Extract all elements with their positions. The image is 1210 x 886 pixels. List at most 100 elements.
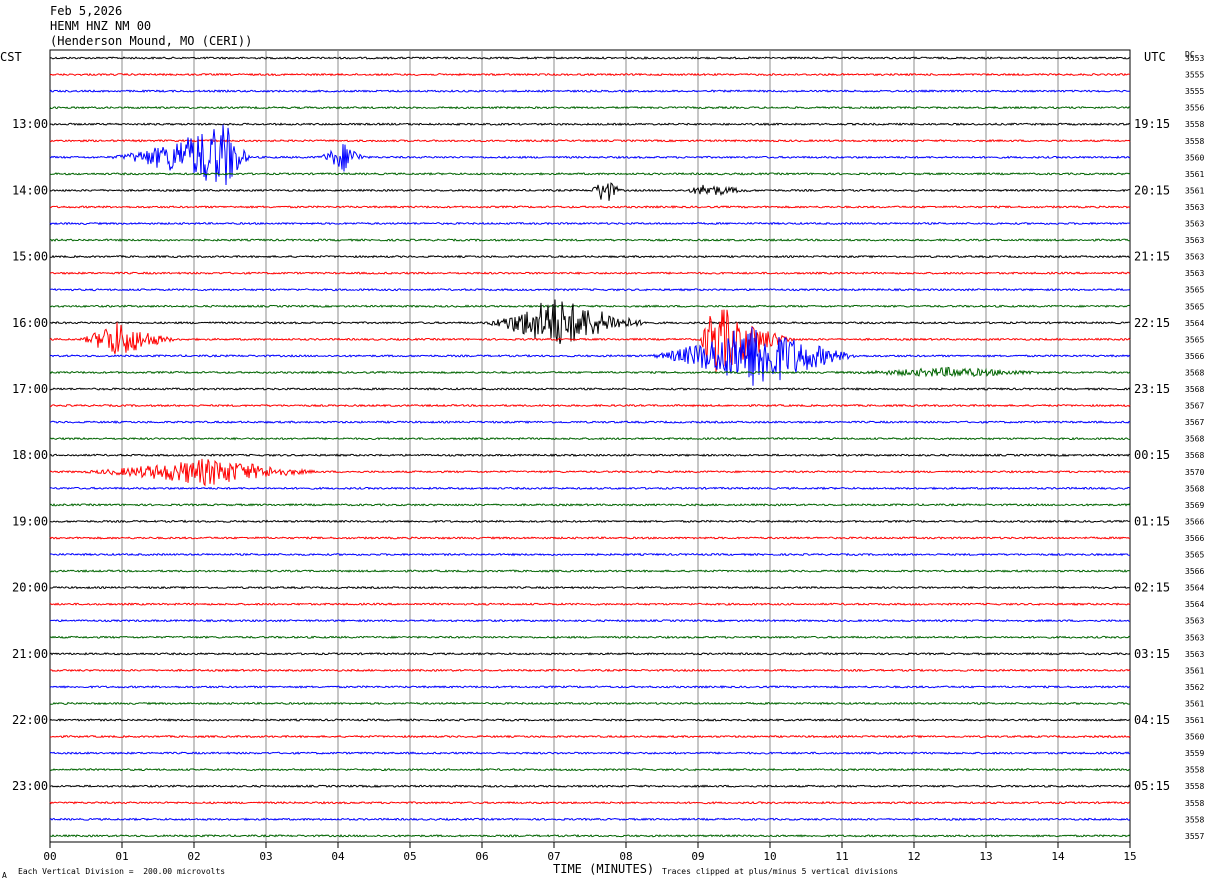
right-hour-label: 20:15: [1134, 183, 1170, 197]
dc-value: 3561: [1185, 186, 1204, 195]
trace-row: [49, 585, 1131, 590]
right-hour-label: 00:15: [1134, 448, 1170, 462]
left-hour-label: 15:00: [12, 250, 48, 264]
right-timezone-label: UTC: [1144, 50, 1166, 64]
left-hour-label: 18:00: [12, 448, 48, 462]
dc-value: 3563: [1185, 650, 1204, 659]
x-tick-label: 04: [331, 850, 345, 863]
dc-value: 3561: [1185, 170, 1204, 179]
trace-row: [49, 486, 1131, 491]
corner-mark: A: [2, 871, 7, 880]
left-hour-label: 23:00: [12, 779, 48, 793]
dc-value: 3566: [1185, 567, 1204, 576]
x-tick-label: 15: [1123, 850, 1136, 863]
dc-value: 3558: [1185, 137, 1204, 146]
dc-value: 3564: [1185, 584, 1204, 593]
dc-value: 3563: [1185, 617, 1204, 626]
dc-value: 3555: [1185, 71, 1204, 80]
trace-row: [49, 105, 1131, 110]
trace-row: [49, 171, 1131, 176]
trace-row: [49, 651, 1131, 656]
right-hour-label: 01:15: [1134, 514, 1170, 528]
trace-row: [49, 72, 1131, 77]
trace-row: [49, 327, 1131, 386]
trace-row: [49, 569, 1131, 573]
trace-row: [49, 784, 1131, 788]
dc-value: 3563: [1185, 236, 1204, 245]
dc-value: 3566: [1185, 517, 1204, 526]
left-hour-label: 21:00: [12, 647, 48, 661]
trace-row: [49, 238, 1131, 242]
dc-value: 3562: [1185, 683, 1204, 692]
trace-row: [49, 287, 1131, 292]
left-hour-label: 13:00: [12, 117, 48, 131]
x-axis-label: TIME (MINUTES): [553, 862, 655, 876]
dc-value: 3568: [1185, 368, 1204, 377]
dc-value: 3565: [1185, 286, 1204, 295]
trace-row: [49, 271, 1131, 275]
x-tick-label: 13: [979, 850, 992, 863]
trace-row: [49, 767, 1131, 772]
trace-row: [49, 685, 1131, 689]
dc-value: 3558: [1185, 799, 1204, 808]
right-hour-label: 04:15: [1134, 713, 1170, 727]
dc-header-label: DC: [1185, 50, 1195, 59]
x-tick-label: 03: [259, 850, 272, 863]
dc-value: 3559: [1185, 749, 1204, 758]
x-tick-label: 08: [619, 850, 632, 863]
dc-value: 3565: [1185, 302, 1204, 311]
dc-value: 3561: [1185, 716, 1204, 725]
dc-value: 3563: [1185, 220, 1204, 229]
trace-row: [49, 668, 1131, 673]
dc-value: 3558: [1185, 782, 1204, 791]
trace-row: [49, 833, 1131, 838]
right-hour-label: 05:15: [1134, 779, 1170, 793]
dc-value: 3568: [1185, 385, 1204, 394]
trace-row: [49, 138, 1131, 143]
dc-value: 3556: [1185, 104, 1204, 113]
trace-row: [49, 304, 1131, 309]
trace-row: [49, 56, 1131, 60]
trace-row: [49, 205, 1131, 209]
plot-date: Feb 5,2026: [50, 4, 123, 18]
dc-value: 3570: [1185, 468, 1204, 477]
clip-note: Traces clipped at plus/minus 5 vertical …: [662, 867, 899, 876]
trace-row: [49, 420, 1131, 424]
trace-row: [49, 519, 1131, 524]
dc-value: 3563: [1185, 253, 1204, 262]
dc-value: 3557: [1185, 832, 1204, 841]
scale-note: Each Vertical Division = 200.00 microvol…: [18, 867, 226, 876]
dc-value: 3558: [1185, 766, 1204, 775]
dc-value: 3558: [1185, 815, 1204, 824]
trace-row: [49, 536, 1131, 540]
dc-value: 3560: [1185, 733, 1204, 742]
trace-row: [49, 221, 1131, 226]
trace-row: [49, 552, 1131, 557]
right-hour-label: 19:15: [1134, 117, 1170, 131]
trace-row: [49, 124, 1131, 185]
x-tick-label: 11: [835, 850, 848, 863]
left-hour-label: 19:00: [12, 514, 48, 528]
trace-row: [49, 387, 1131, 391]
dc-value: 3566: [1185, 352, 1204, 361]
trace-row: [49, 122, 1131, 127]
trace-row: [49, 182, 1131, 201]
x-tick-label: 01: [115, 850, 128, 863]
trace-row: [49, 436, 1131, 441]
trace-row: [49, 453, 1131, 458]
x-tick-label: 00: [43, 850, 56, 863]
dc-value: 3563: [1185, 269, 1204, 278]
dc-value: 3561: [1185, 699, 1204, 708]
right-hour-label: 22:15: [1134, 316, 1170, 330]
x-tick-label: 12: [907, 850, 920, 863]
dc-value: 3568: [1185, 484, 1204, 493]
left-timezone-label: CST: [0, 50, 22, 64]
station-location: (Henderson Mound, MO (CERI)): [50, 34, 253, 48]
dc-value: 3565: [1185, 551, 1204, 560]
trace-row: [49, 718, 1131, 722]
dc-value: 3560: [1185, 153, 1204, 162]
trace-row: [49, 403, 1131, 408]
plot-frame: [49, 49, 1131, 843]
x-tick-label: 02: [187, 850, 200, 863]
dc-value: 3566: [1185, 534, 1204, 543]
